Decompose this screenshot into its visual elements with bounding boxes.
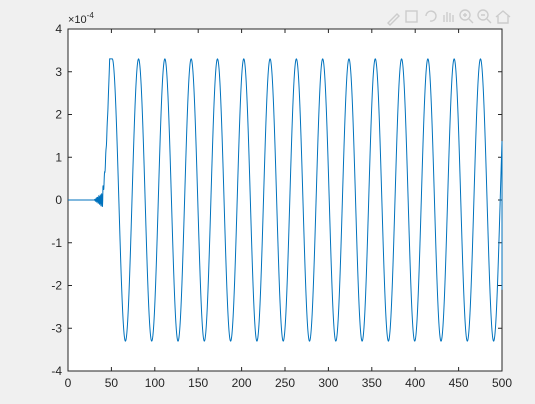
x-tick-label: 50: [105, 376, 119, 390]
x-tick-label: 300: [318, 376, 338, 390]
datatip-icon[interactable]: [405, 10, 418, 23]
x-tick-label: 200: [232, 376, 252, 390]
plot-area[interactable]: [67, 28, 503, 372]
y-tick-label: 1: [55, 150, 62, 164]
y-exponent-power: -4: [87, 11, 95, 20]
y-exponent-base: ×10: [68, 14, 87, 26]
y-tick-label: -2: [51, 279, 62, 293]
x-tick-label: 350: [362, 376, 382, 390]
x-tick-label: 0: [65, 376, 72, 390]
series-line: [68, 58, 503, 342]
home-icon[interactable]: [495, 10, 511, 24]
y-tick-label: -1: [51, 236, 62, 250]
y-exponent-label: ×10-4: [68, 11, 94, 26]
y-tick-labels: 4 3 2 1 0 -1 -2 -3 -4: [51, 22, 62, 378]
x-tick-label: 250: [275, 376, 295, 390]
y-tick-label: 4: [55, 22, 62, 36]
zoom-out-icon[interactable]: [477, 9, 492, 24]
y-tick-label: 3: [55, 65, 62, 79]
y-tick-label: 2: [55, 108, 62, 122]
x-tick-label: 450: [449, 376, 469, 390]
x-tick-label: 500: [492, 376, 512, 390]
x-tick-label: 400: [405, 376, 425, 390]
pan-icon[interactable]: [443, 12, 454, 22]
brush-icon[interactable]: [387, 13, 400, 26]
x-tick-labels: 0 50 100 150 200 250 300 350 400 450 500: [65, 376, 513, 390]
zoom-in-icon[interactable]: [459, 9, 474, 24]
y-tick-label: -4: [51, 364, 62, 378]
axis-ticks: [67, 28, 503, 372]
x-tick-label: 150: [188, 376, 208, 390]
y-tick-label: 0: [55, 193, 62, 207]
x-tick-label: 100: [145, 376, 165, 390]
rotate-icon[interactable]: [425, 10, 437, 22]
y-tick-label: -3: [51, 321, 62, 335]
axes-toolbar[interactable]: [387, 9, 511, 26]
